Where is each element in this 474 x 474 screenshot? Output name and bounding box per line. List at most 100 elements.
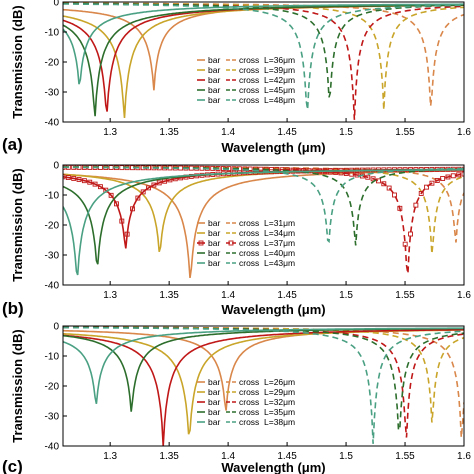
legend-cross-text: cross bbox=[239, 238, 259, 248]
y-tick-label: -40 bbox=[45, 442, 60, 453]
x-tick-label: 1.45 bbox=[277, 127, 297, 138]
x-tick-label: 1.5 bbox=[339, 290, 353, 301]
curves bbox=[63, 2, 464, 120]
legend-cross-text: cross bbox=[239, 417, 259, 427]
cross-marker bbox=[434, 178, 440, 183]
x-tick-label: 1.45 bbox=[277, 451, 297, 462]
bar-marker bbox=[71, 175, 77, 181]
y-tick-label: -10 bbox=[45, 28, 60, 39]
bar-marker bbox=[156, 180, 162, 186]
legend-bar-text: bar bbox=[208, 407, 220, 417]
cross-marker bbox=[445, 174, 451, 180]
bar-marker bbox=[65, 175, 71, 181]
legend: bar cross L=31μm bar cross L=34μm bar cross L=37… bbox=[197, 218, 295, 268]
bar-marker bbox=[81, 178, 87, 184]
bar-marker bbox=[76, 176, 82, 182]
cross-marker bbox=[408, 231, 413, 237]
legend-cross-text: cross bbox=[239, 397, 259, 407]
cross-line-2 bbox=[63, 166, 464, 254]
y-tick-label: -30 bbox=[45, 88, 60, 99]
x-tick-label: 1.5 bbox=[339, 451, 353, 462]
legend-cross-text: cross bbox=[239, 258, 259, 268]
x-tick-label: 1.55 bbox=[395, 290, 415, 301]
x-axis-label: Wavelength (μm) bbox=[221, 140, 325, 155]
bar-line-3 bbox=[63, 328, 464, 446]
legend-cross-text: cross bbox=[239, 95, 259, 105]
legend-series-name: L=31μm bbox=[264, 218, 295, 228]
y-tick-label: -10 bbox=[45, 352, 60, 363]
legend-series-name: L=39μm bbox=[264, 65, 295, 75]
legend-cross-text: cross bbox=[239, 248, 259, 258]
cross-line-3 bbox=[63, 2, 464, 120]
bar-marker bbox=[63, 174, 66, 180]
legend-series-name: L=26μm bbox=[264, 377, 295, 387]
cross-marker bbox=[456, 172, 462, 178]
cross-line-5 bbox=[63, 3, 464, 110]
bar-marker bbox=[140, 189, 146, 195]
legend-marker bbox=[198, 240, 204, 246]
x-tick-label: 1.6 bbox=[457, 127, 471, 138]
x-tick-label: 1.4 bbox=[221, 451, 235, 462]
bar-marker bbox=[92, 181, 98, 187]
x-tick-label: 1.45 bbox=[277, 290, 297, 301]
legend-cross-text: cross bbox=[239, 218, 259, 228]
y-tick-label: -40 bbox=[45, 118, 60, 129]
cross-line-4 bbox=[63, 166, 464, 246]
legend-cross-text: cross bbox=[239, 387, 259, 397]
x-tick-label: 1.6 bbox=[457, 451, 471, 462]
panel-label: (c) bbox=[2, 457, 23, 474]
legend: bar cross L=26μm bar cross L=29μm bar cross L=32… bbox=[197, 377, 295, 427]
legend-series-name: L=32μm bbox=[264, 397, 295, 407]
x-tick-label: 1.55 bbox=[395, 451, 415, 462]
bar-marker bbox=[97, 184, 103, 190]
x-tick-label: 1.4 bbox=[221, 127, 235, 138]
legend-series-name: L=45μm bbox=[264, 85, 295, 95]
cross-line-1 bbox=[63, 2, 464, 107]
bar-marker bbox=[87, 179, 93, 185]
cross-marker bbox=[413, 202, 419, 208]
x-tick-label: 1.3 bbox=[103, 451, 117, 462]
cross-line-4 bbox=[63, 2, 464, 98]
bar-marker bbox=[146, 185, 151, 191]
bar-line-5 bbox=[63, 169, 464, 276]
bar-marker bbox=[108, 192, 114, 198]
legend-bar-text: bar bbox=[208, 218, 220, 228]
curves bbox=[63, 326, 464, 446]
bar-line-5 bbox=[63, 3, 464, 85]
bar-marker bbox=[124, 231, 130, 237]
legend-bar-text: bar bbox=[208, 387, 220, 397]
legend-bar-text: bar bbox=[208, 95, 220, 105]
x-tick-label: 1.35 bbox=[159, 451, 179, 462]
legend-bar-text: bar bbox=[208, 248, 220, 258]
chart-panel-3: 1.3 1.35 1.4 1.45 1.5 1.55 1.6 0 -10 -20 -30 -40 Wav… bbox=[2, 322, 471, 474]
legend: bar cross L=36μm bar cross L=39μm bar cross L=42… bbox=[197, 55, 295, 105]
cross-marker bbox=[381, 181, 387, 187]
legend-series-name: L=37μm bbox=[264, 238, 295, 248]
cross-marker bbox=[370, 176, 376, 182]
legend-marker bbox=[228, 240, 234, 246]
legend-bar-text: bar bbox=[208, 258, 220, 268]
legend-series-name: L=48μm bbox=[264, 95, 295, 105]
cross-marker bbox=[365, 174, 371, 180]
legend-bar-text: bar bbox=[208, 85, 220, 95]
cross-marker bbox=[386, 185, 392, 191]
legend-series-name: L=35μm bbox=[264, 407, 295, 417]
plot-area bbox=[63, 326, 464, 446]
x-tick-label: 1.3 bbox=[103, 127, 117, 138]
cross-marker bbox=[418, 191, 424, 196]
y-tick-label: -30 bbox=[45, 412, 60, 423]
legend-bar-text: bar bbox=[208, 238, 220, 248]
y-axis-label: Transmission (dB) bbox=[10, 5, 25, 118]
legend-bar-text: bar bbox=[208, 65, 220, 75]
y-tick-label: -10 bbox=[45, 191, 60, 202]
legend-cross-text: cross bbox=[239, 75, 259, 85]
curves bbox=[63, 165, 464, 279]
bar-marker bbox=[130, 206, 135, 212]
x-tick-label: 1.3 bbox=[103, 290, 117, 301]
bar-marker bbox=[151, 182, 157, 188]
legend-series-name: L=29μm bbox=[264, 387, 295, 397]
chart-panel-1: 1.3 1.35 1.4 1.45 1.5 1.55 1.6 0 -10 -20 -30 -40 Wav… bbox=[2, 0, 471, 155]
legend-series-name: L=40μm bbox=[264, 248, 295, 258]
legend-series-name: L=38μm bbox=[264, 417, 295, 427]
